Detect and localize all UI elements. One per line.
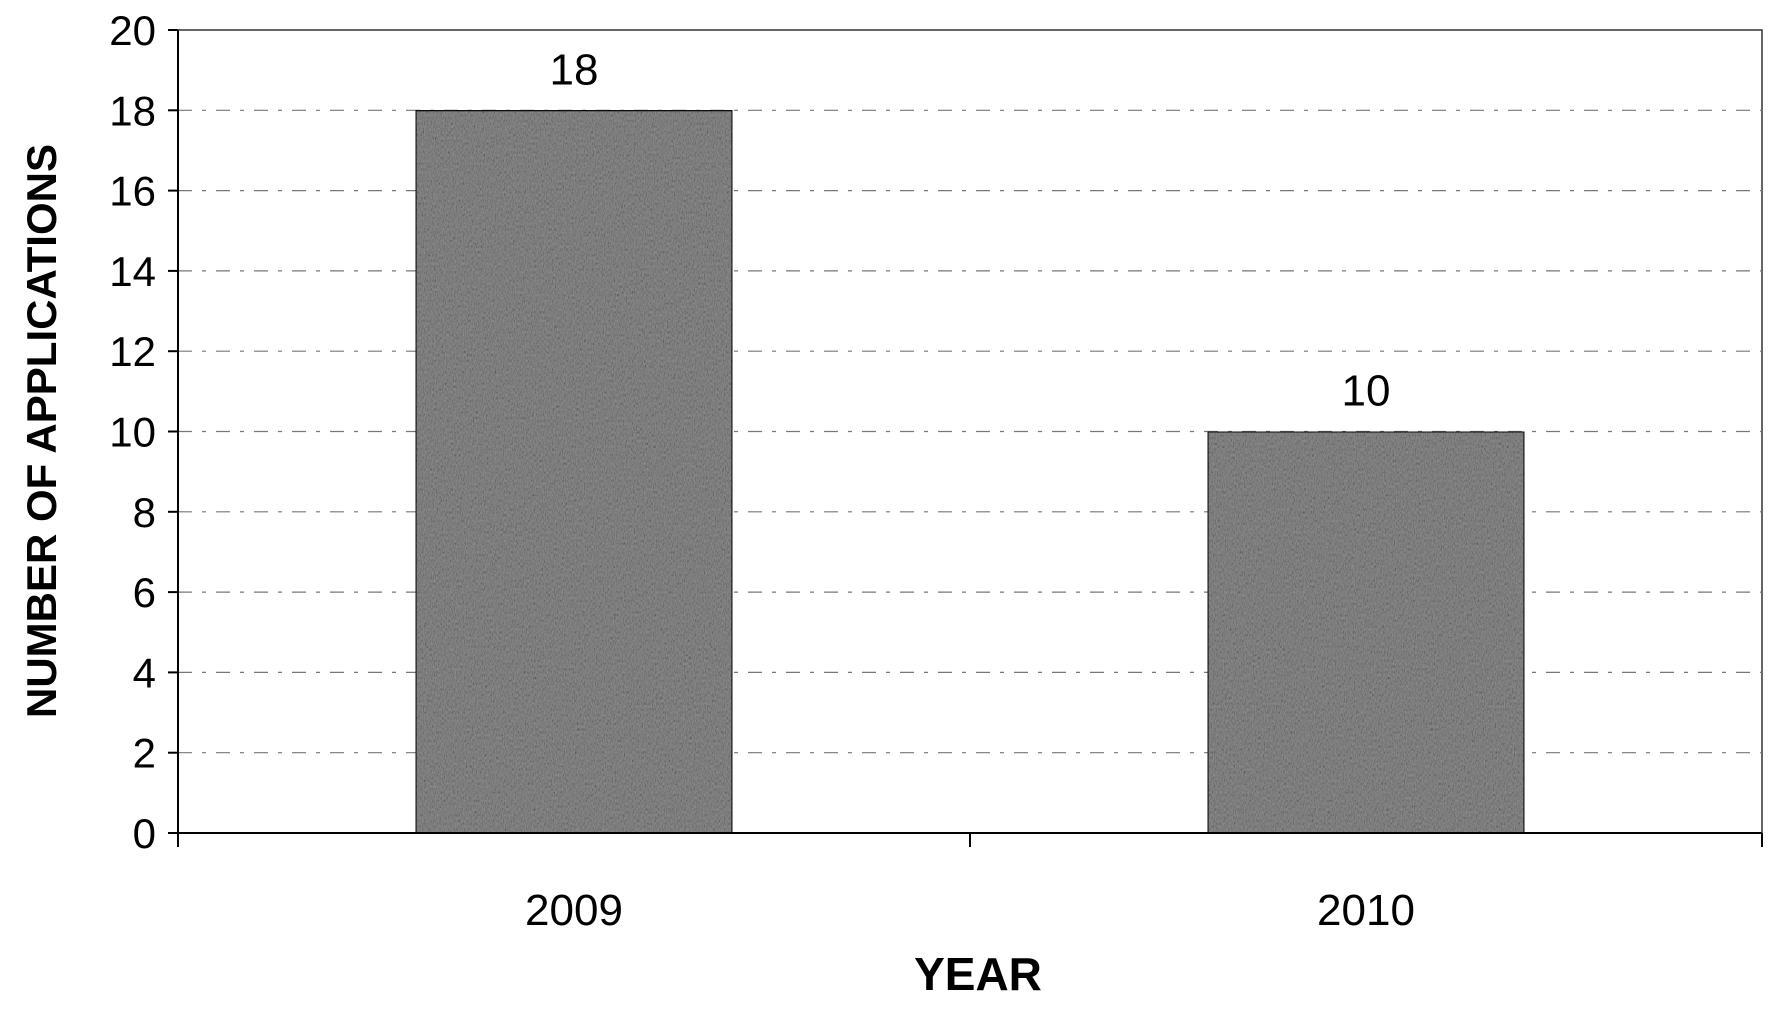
y-tick-label: 20 xyxy=(109,7,156,54)
x-axis-ticks: 2009 2010 xyxy=(177,833,1763,935)
bars xyxy=(414,109,1526,835)
y-tick-label: 8 xyxy=(133,489,156,536)
y-tick-label: 12 xyxy=(109,328,156,375)
y-axis-ticks: 0 2 4 6 8 10 12 14 16 18 20 xyxy=(109,7,178,857)
data-label-2010: 10 xyxy=(1342,367,1391,416)
bar-2009 xyxy=(414,109,734,835)
data-label-2009: 18 xyxy=(550,45,599,94)
y-tick-label: 4 xyxy=(133,649,156,696)
y-tick-label: 16 xyxy=(109,168,156,215)
y-tick-label: 18 xyxy=(109,87,156,134)
y-tick-label: 6 xyxy=(133,569,156,616)
y-tick-label: 0 xyxy=(133,810,156,857)
x-tick-label-2009: 2009 xyxy=(525,886,623,935)
y-tick-label: 14 xyxy=(109,248,156,295)
x-tick-label-2010: 2010 xyxy=(1317,886,1415,935)
y-tick-label: 2 xyxy=(133,730,156,777)
y-tick-label: 10 xyxy=(109,409,156,456)
y-axis-title: NUMBER OF APPLICATIONS xyxy=(18,144,65,718)
bar-2010 xyxy=(1206,430,1526,834)
x-axis-title: YEAR xyxy=(914,948,1042,1000)
